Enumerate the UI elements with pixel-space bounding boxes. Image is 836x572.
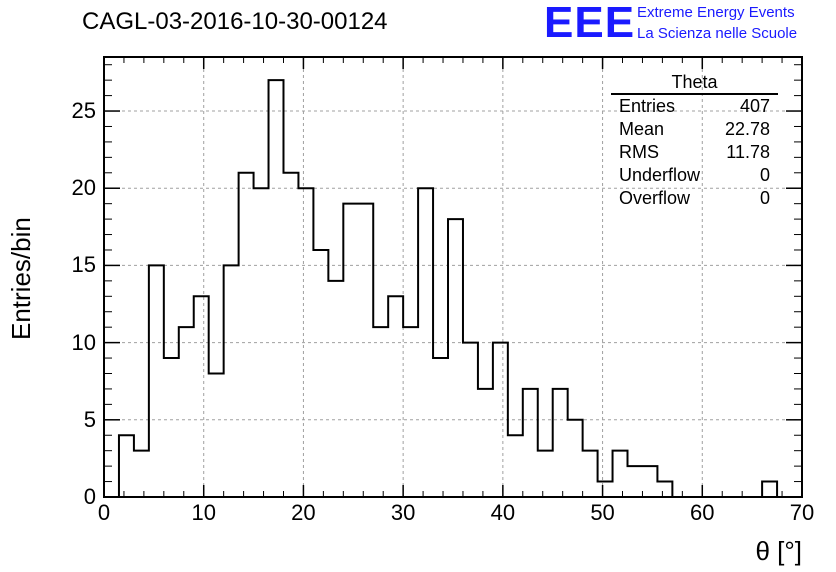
x-tick-label: 70 xyxy=(789,500,815,525)
stats-label: Entries xyxy=(619,96,676,116)
stats-row: Mean 22.78 xyxy=(611,118,778,141)
x-tick-label: 20 xyxy=(291,500,316,525)
stats-title: Theta xyxy=(611,72,778,95)
x-tick-label: 10 xyxy=(191,500,216,525)
stats-value: 22.78 xyxy=(724,119,770,139)
x-tick-label: 30 xyxy=(390,500,416,525)
eee-logo: EEE xyxy=(544,0,636,47)
y-tick-label: 10 xyxy=(71,329,96,355)
grid-lines xyxy=(104,57,802,497)
x-axis-label: θ [°] xyxy=(755,536,802,566)
stats-label: Underflow xyxy=(619,165,701,185)
x-tick-label: 50 xyxy=(590,500,615,525)
stats-label: Overflow xyxy=(619,188,691,208)
plot-frame xyxy=(103,56,803,498)
stats-value: 0 xyxy=(759,188,770,208)
stats-row: Underflow 0 xyxy=(611,164,778,187)
x-tick-label: 0 xyxy=(97,500,111,525)
stats-value: 407 xyxy=(739,96,770,116)
x-tick-label: 60 xyxy=(690,500,715,525)
y-tick-label: 20 xyxy=(71,175,96,201)
stats-box: Theta Entries 407 Mean 22.78 RMS 11.78 Underfl… xyxy=(611,72,778,210)
stats-label: RMS xyxy=(619,142,659,162)
y-tick-label: 5 xyxy=(83,406,96,432)
x-tick-label: 40 xyxy=(490,500,516,525)
histogram-outline xyxy=(104,79,793,498)
stats-value: 0 xyxy=(759,165,770,185)
y-tick-label: 0 xyxy=(83,484,96,509)
chart-title: CAGL-03-2016-10-30-00124 xyxy=(82,8,388,35)
stats-rows: Entries 407 Mean 22.78 RMS 11.78 Underflow 0 Ove… xyxy=(611,95,778,210)
stats-row: Entries 407 xyxy=(611,95,778,118)
stats-row: RMS 11.78 xyxy=(611,141,778,164)
y-tick-label: 25 xyxy=(71,98,96,124)
y-axis-label: Entries/bin xyxy=(6,217,36,340)
y-tick-label: 15 xyxy=(71,252,96,278)
stats-row: Overflow 0 xyxy=(611,187,778,210)
stats-label: Mean xyxy=(619,119,665,139)
logo-line-2: La Scienza nelle Scuole xyxy=(637,25,798,42)
logo-line-1: Extreme Energy Events xyxy=(637,4,795,21)
stats-value: 11.78 xyxy=(726,142,770,162)
